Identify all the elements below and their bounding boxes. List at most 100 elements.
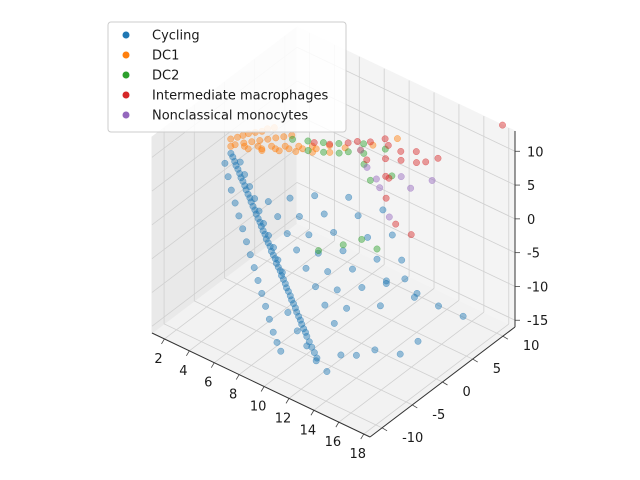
x-tick-label: 8	[229, 388, 237, 403]
x-tick-label: 10	[250, 400, 267, 415]
point-cycling	[320, 210, 328, 218]
point-cycling	[262, 302, 270, 310]
point-cycling	[224, 173, 232, 181]
point-intermediate-macrophages	[381, 135, 389, 143]
point-cycling	[231, 157, 239, 165]
point-intermediate-macrophages	[384, 141, 392, 149]
point-dc2	[339, 241, 347, 249]
y-tick-label: 10	[523, 339, 540, 354]
point-cycling	[283, 284, 290, 292]
point-cycling	[358, 284, 366, 291]
point-cycling	[349, 265, 356, 273]
x-tick	[360, 433, 365, 440]
point-cycling	[300, 325, 308, 333]
point-nonclassical-monocytes	[372, 175, 380, 183]
point-cycling	[251, 195, 259, 203]
z-tick-label: -5	[527, 247, 540, 262]
point-dc1	[281, 142, 289, 150]
point-dc2	[335, 140, 343, 147]
point-intermediate-macrophages	[353, 138, 361, 145]
point-cycling	[278, 268, 286, 276]
z-grid-right	[296, 148, 516, 254]
point-cycling	[284, 309, 292, 316]
point-cycling	[249, 202, 257, 210]
x-tick-label: 16	[325, 435, 342, 450]
legend-label-nonclassical-monocytes: Nonclassical monocytes	[152, 109, 308, 124]
point-cycling	[293, 246, 301, 254]
point-nonclassical-monocytes	[428, 177, 436, 184]
y-tick	[472, 358, 478, 363]
point-intermediate-macrophages	[344, 139, 352, 147]
x-tick-label: 14	[300, 423, 317, 438]
point-cycling	[302, 264, 310, 272]
point-cycling	[413, 289, 421, 297]
point-cycling	[281, 280, 289, 288]
point-dc1	[275, 147, 283, 155]
point-cycling	[273, 338, 281, 346]
point-cycling	[382, 277, 390, 285]
x-tick	[335, 421, 340, 428]
point-dc1	[308, 142, 316, 150]
point-cycling	[414, 337, 422, 345]
point-cycling	[313, 354, 321, 362]
point-cycling	[321, 301, 329, 309]
x-tick-label: 12	[275, 411, 292, 426]
point-cycling	[227, 186, 235, 194]
point-cycling	[258, 289, 266, 297]
y-tick	[412, 404, 418, 409]
point-dc1	[264, 135, 272, 143]
point-cycling	[388, 231, 396, 239]
point-cycling	[293, 308, 301, 316]
y-grid-floor	[224, 277, 443, 383]
point-cycling	[257, 222, 265, 230]
point-cycling	[279, 275, 287, 283]
y-tick	[502, 335, 509, 340]
legend-label-cycling: Cycling	[152, 29, 200, 44]
point-dc1	[244, 145, 252, 153]
x-tick-label: 18	[350, 447, 367, 462]
point-dc2	[289, 135, 296, 143]
point-cycling	[295, 312, 303, 320]
point-intermediate-macrophages	[499, 121, 506, 129]
legend-marker-dc1	[122, 51, 130, 59]
point-intermediate-macrophages	[422, 158, 430, 166]
point-cycling	[296, 316, 304, 324]
point-cycling	[291, 304, 299, 312]
point-cycling	[244, 190, 252, 198]
point-cycling	[298, 320, 306, 328]
x-axis-line	[151, 332, 371, 438]
point-cycling	[410, 293, 418, 301]
point-cycling	[371, 346, 379, 354]
legend-marker-nonclassical-monocytes	[122, 111, 130, 119]
y-grid-floor	[163, 323, 383, 429]
point-nonclassical-monocytes	[397, 173, 405, 181]
z-tick-label: -15	[527, 314, 548, 329]
point-cycling	[254, 215, 262, 222]
y-tick-label: -5	[432, 408, 445, 423]
point-dc1	[240, 142, 248, 150]
point-intermediate-macrophages	[397, 147, 405, 155]
point-intermediate-macrophages	[407, 231, 415, 239]
point-cycling	[398, 256, 406, 264]
point-cycling	[246, 183, 254, 191]
point-cycling	[354, 212, 362, 220]
z-grid-right	[296, 182, 516, 287]
point-dc2	[373, 245, 381, 253]
point-cycling	[229, 153, 237, 161]
y-grid-floor	[194, 300, 413, 406]
point-cycling	[236, 158, 244, 166]
legend-label-dc2: DC2	[152, 69, 179, 84]
point-cycling	[343, 304, 351, 312]
point-dc1	[309, 148, 316, 156]
x-tick	[235, 374, 240, 380]
point-cycling	[231, 199, 239, 207]
point-cycling	[235, 212, 243, 220]
y-tick-label: -10	[402, 431, 423, 446]
data-points	[221, 121, 506, 375]
point-cycling	[269, 328, 277, 336]
z-tick-label: -10	[527, 280, 548, 295]
point-cycling	[254, 277, 262, 284]
legend-marker-dc2	[122, 71, 130, 79]
point-cycling	[312, 357, 320, 365]
